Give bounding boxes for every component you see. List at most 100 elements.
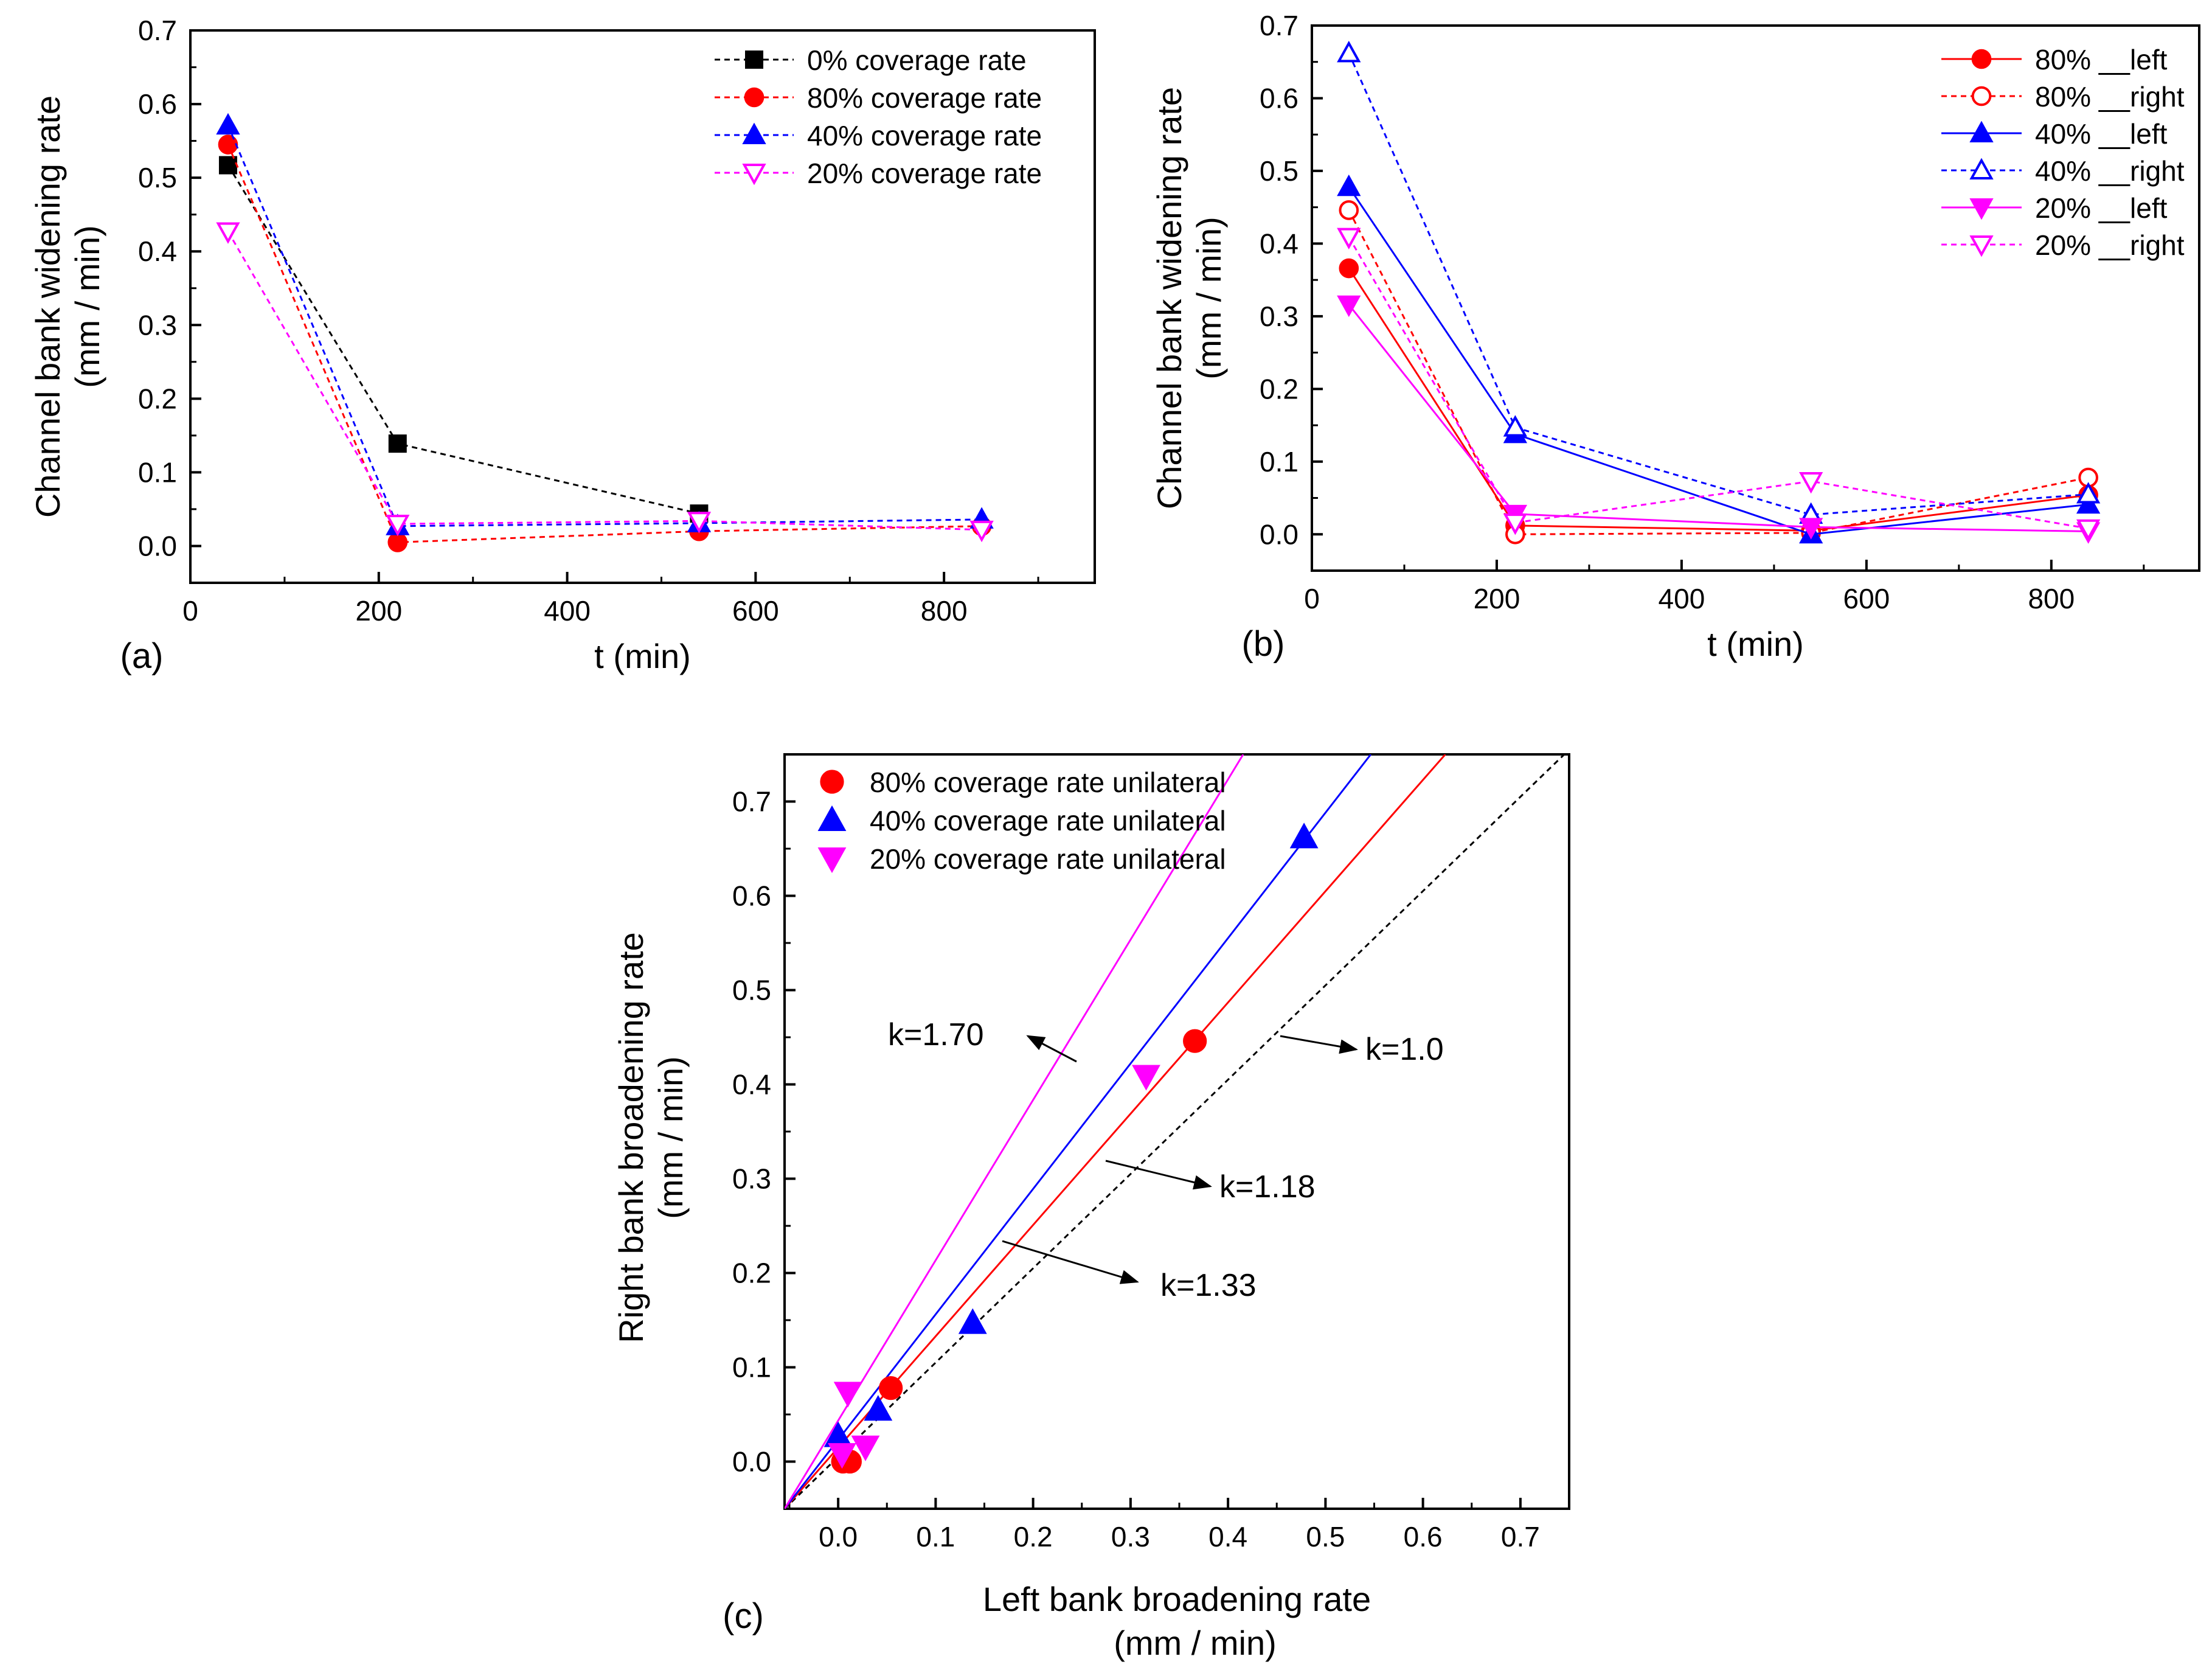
series-line-0 <box>227 164 699 515</box>
series-line-2 <box>227 125 982 527</box>
y-tick-label: 0.4 <box>1260 228 1298 259</box>
plot-frame <box>1311 24 2200 572</box>
scatter-point-series-2 <box>1132 1065 1160 1091</box>
panel-c-chart: 0.0 0.1 0.2 0.3 0.4 0.5 0.6 0.7 0.0 0.1 0.2 0.3 0.4 0… <box>612 753 1570 1662</box>
y-tick-label: 0.1 <box>732 1352 771 1383</box>
x-tick-label: 800 <box>2028 583 2075 614</box>
fit-line-label-1: k=1.18 <box>1219 1169 1316 1205</box>
data-point-series-0 <box>388 434 407 453</box>
x-tick-label: 0.7 <box>1501 1521 1540 1553</box>
y-tick-label: 0.4 <box>138 235 177 267</box>
data-point-series-3 <box>216 222 240 244</box>
scatter-point-series-2 <box>828 1443 856 1469</box>
y-tick-label: 0.4 <box>732 1069 771 1101</box>
x-tick-label: 400 <box>1659 583 1705 614</box>
x-tick-label: 200 <box>355 595 402 627</box>
y-tick-label: 0.5 <box>138 162 177 193</box>
x-axis-units: (mm / min) <box>1114 1624 1277 1662</box>
legend-label-0: 80% coverage rate unilateral <box>870 767 1226 798</box>
data-point-series-0 <box>218 156 237 175</box>
y-tick-label: 0.1 <box>1260 446 1298 478</box>
y-tick-label: 0.2 <box>732 1257 771 1289</box>
data-point-series-3 <box>687 512 712 534</box>
data-point-series-4 <box>1799 518 1823 540</box>
y-axis-title: Channel bank widening rate <box>29 96 67 518</box>
y-tick-label: 0.3 <box>732 1163 771 1195</box>
legend-marker-2 <box>817 847 847 874</box>
series-line-4 <box>1348 304 2089 532</box>
legend-marker-0 <box>1971 49 1992 69</box>
series-line-5 <box>1348 236 2089 530</box>
x-tick-label: 0 <box>182 595 198 627</box>
data-point-series-2 <box>2076 492 2101 514</box>
series-line-3 <box>227 231 982 531</box>
y-axis-title: Right bank broadening rate <box>612 932 650 1343</box>
annotation-arrow-2 <box>1105 1160 1212 1190</box>
y-tick-label: 0.0 <box>138 530 177 562</box>
data-point-series-0 <box>1339 258 1359 279</box>
x-tick-label: 0 <box>1304 583 1320 614</box>
scatter-point-series-0 <box>1183 1029 1207 1053</box>
legend-marker-0 <box>745 50 763 69</box>
x-tick-label: 200 <box>1474 583 1520 614</box>
data-point-series-3 <box>1503 415 1528 437</box>
scatter-point-series-2 <box>851 1435 880 1461</box>
x-axis-title: t (min) <box>1707 625 1804 663</box>
legend-label-2: 40% __left <box>2035 118 2168 150</box>
legend-marker-2 <box>742 122 766 144</box>
panel-label: (a) <box>120 636 164 676</box>
legend-marker-5 <box>1969 235 1994 257</box>
legend-label-1: 40% coverage rate unilateral <box>870 805 1226 836</box>
series-line-2 <box>1348 186 2089 535</box>
y-axis-units: (mm / min) <box>651 1056 690 1219</box>
data-point-series-4 <box>1337 295 1361 318</box>
legend-marker-0 <box>820 770 844 794</box>
data-point-series-1 <box>1339 200 1359 220</box>
legend-label-4: 20% __left <box>2035 192 2168 224</box>
legend-label-1: 80% coverage rate <box>807 82 1042 114</box>
legend-marker-1 <box>817 805 847 831</box>
data-point-series-3 <box>386 515 410 537</box>
data-point-series-3 <box>1337 41 1361 63</box>
legend-marker-1 <box>744 87 764 108</box>
y-tick-label: 0.1 <box>138 456 177 488</box>
legend-label-2: 20% coverage rate unilateral <box>870 843 1226 875</box>
legend-label-3: 40% __right <box>2035 155 2185 187</box>
y-tick-label: 0.2 <box>138 383 177 414</box>
legend-label-2: 40% coverage rate <box>807 120 1042 151</box>
y-tick-label: 0.5 <box>1260 155 1298 187</box>
legend-marker-2 <box>1969 120 1994 142</box>
y-tick-label: 0.3 <box>138 309 177 341</box>
series-line-0 <box>1348 268 2089 532</box>
y-tick-label: 0.3 <box>1260 301 1298 332</box>
data-point-series-5 <box>1503 513 1528 535</box>
scatter-point-series-2 <box>833 1382 862 1408</box>
series-line-1 <box>1348 209 2089 535</box>
data-point-series-5 <box>2076 519 2101 541</box>
y-tick-label: 0.7 <box>1260 10 1298 41</box>
panel-a-chart: 0 200 400 600 800 0.0 0.1 0.2 0.3 0.4 0.5 0.6 0.7 0% … <box>29 15 1096 676</box>
y-tick-label: 0.6 <box>1260 82 1298 114</box>
x-tick-label: 0.5 <box>1306 1521 1345 1553</box>
x-tick-label: 600 <box>1843 583 1890 614</box>
legend-marker-3 <box>1969 158 1994 179</box>
legend-label-0: 0% coverage rate <box>807 44 1027 76</box>
panel-b-chart: 0 200 400 600 800 0.0 0.1 0.2 0.3 0.4 0.5 0.6 0.7 80%… <box>1150 10 2200 664</box>
annotation-arrow-0 <box>1026 1035 1077 1063</box>
y-tick-label: 0.7 <box>732 786 771 818</box>
y-axis-units: (mm / min) <box>1190 217 1228 380</box>
x-tick-label: 0.2 <box>1014 1521 1053 1553</box>
data-point-series-5 <box>1337 228 1361 250</box>
scatter-point-series-1 <box>958 1308 987 1334</box>
scatter-point-series-1 <box>1289 823 1319 849</box>
y-tick-label: 0.6 <box>138 88 177 120</box>
data-point-series-2 <box>1337 174 1361 197</box>
data-point-series-3 <box>969 520 994 543</box>
panel-label: (c) <box>723 1596 764 1636</box>
x-tick-label: 0.0 <box>819 1521 858 1553</box>
annotation-arrow-1 <box>1280 1035 1358 1054</box>
y-tick-label: 0.0 <box>1260 518 1298 550</box>
x-axis-title: t (min) <box>594 637 691 675</box>
legend-label-0: 80% __left <box>2035 44 2168 75</box>
